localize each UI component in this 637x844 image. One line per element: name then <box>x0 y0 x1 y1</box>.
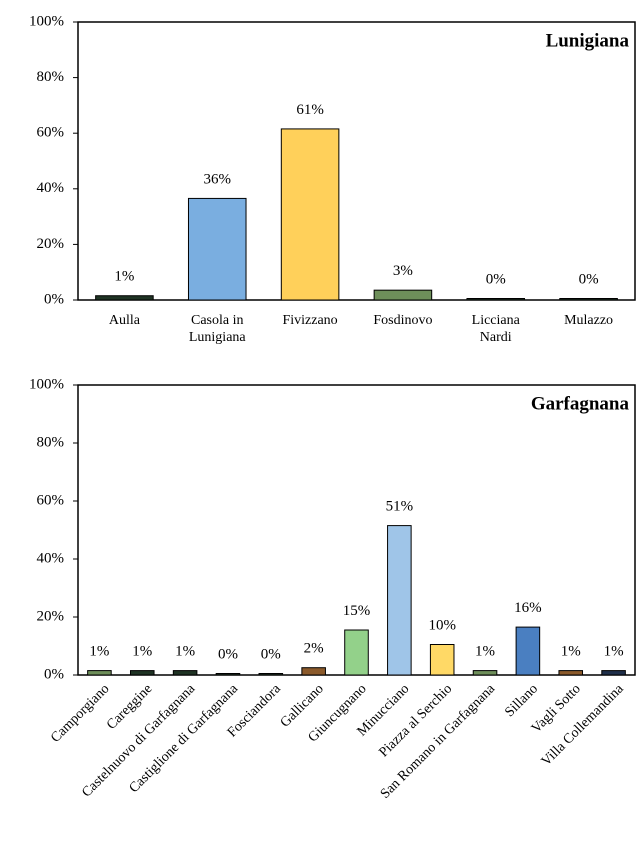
data-label: 15% <box>343 603 371 619</box>
x-tick-label-box: Casola in Lunigiana <box>188 313 246 345</box>
y-tick-label: 60% <box>37 492 65 508</box>
data-label: 1% <box>475 644 495 660</box>
data-label: 0% <box>486 271 506 287</box>
chart-title: Lunigiana <box>546 30 630 51</box>
x-tick-label: Licciana Nardi <box>471 313 520 345</box>
bar <box>558 670 584 676</box>
bar <box>301 667 326 676</box>
data-label: 51% <box>386 499 414 515</box>
bar <box>373 289 433 301</box>
data-label: 1% <box>604 644 624 660</box>
x-tick-label: Piazza al Serchio <box>377 681 456 760</box>
x-tick-label: Camporgiano <box>48 681 112 745</box>
data-label: 61% <box>296 102 324 118</box>
data-label: 0% <box>218 646 238 662</box>
chart-title: Garfagnana <box>531 393 630 414</box>
data-label: 1% <box>561 644 581 660</box>
data-label: 3% <box>393 263 413 279</box>
data-label: 10% <box>428 617 456 633</box>
bar <box>559 298 618 301</box>
bar <box>187 197 247 301</box>
x-tick-label: Mulazzo <box>564 313 614 328</box>
bar <box>258 673 284 676</box>
bar <box>466 298 526 301</box>
y-tick-label: 20% <box>37 236 65 252</box>
bar <box>172 670 198 676</box>
y-tick-label: 60% <box>37 125 65 141</box>
bar <box>344 629 369 676</box>
x-tick-label: Fivizzano <box>282 313 338 328</box>
data-label: 1% <box>132 644 152 660</box>
data-label: 0% <box>579 271 599 287</box>
bar <box>129 670 155 676</box>
bar <box>472 670 498 676</box>
x-tick-label-box: Aulla <box>108 313 140 328</box>
x-tick-label: Fosdinovo <box>373 313 433 328</box>
bar <box>280 128 340 301</box>
bar <box>601 670 626 676</box>
x-tick-label: Aulla <box>108 313 140 328</box>
bar <box>515 626 541 676</box>
y-tick-label: 100% <box>29 376 64 392</box>
y-tick-label: 80% <box>37 69 65 85</box>
data-label: 2% <box>304 641 324 657</box>
x-tick-label-box: Fosdinovo <box>373 313 433 328</box>
data-label: 0% <box>261 646 281 662</box>
y-tick-label: 40% <box>37 180 65 196</box>
x-tick-label-box: Licciana Nardi <box>471 313 520 345</box>
x-tick-label: Sillano <box>502 681 541 720</box>
data-label: 1% <box>89 644 109 660</box>
bar <box>387 525 412 676</box>
bar <box>87 670 112 676</box>
y-tick-label: 0% <box>44 666 64 682</box>
bar <box>95 295 154 301</box>
bar <box>429 644 455 676</box>
bar <box>215 673 241 676</box>
x-tick-label-box: Fivizzano <box>282 313 338 328</box>
x-tick-label-box: Mulazzo <box>564 313 614 328</box>
data-label: 1% <box>114 269 134 285</box>
y-tick-label: 20% <box>37 608 65 624</box>
y-tick-label: 100% <box>29 13 64 29</box>
y-tick-label: 0% <box>44 291 64 307</box>
y-tick-label: 80% <box>37 434 65 450</box>
x-tick-label: Casola in Lunigiana <box>188 313 246 345</box>
data-label: 36% <box>204 171 232 187</box>
data-label: 16% <box>514 600 542 616</box>
x-tick-label: Villa Collemandina <box>539 681 627 769</box>
data-label: 1% <box>175 644 195 660</box>
plot-frame <box>77 21 636 301</box>
y-tick-label: 40% <box>37 550 65 566</box>
